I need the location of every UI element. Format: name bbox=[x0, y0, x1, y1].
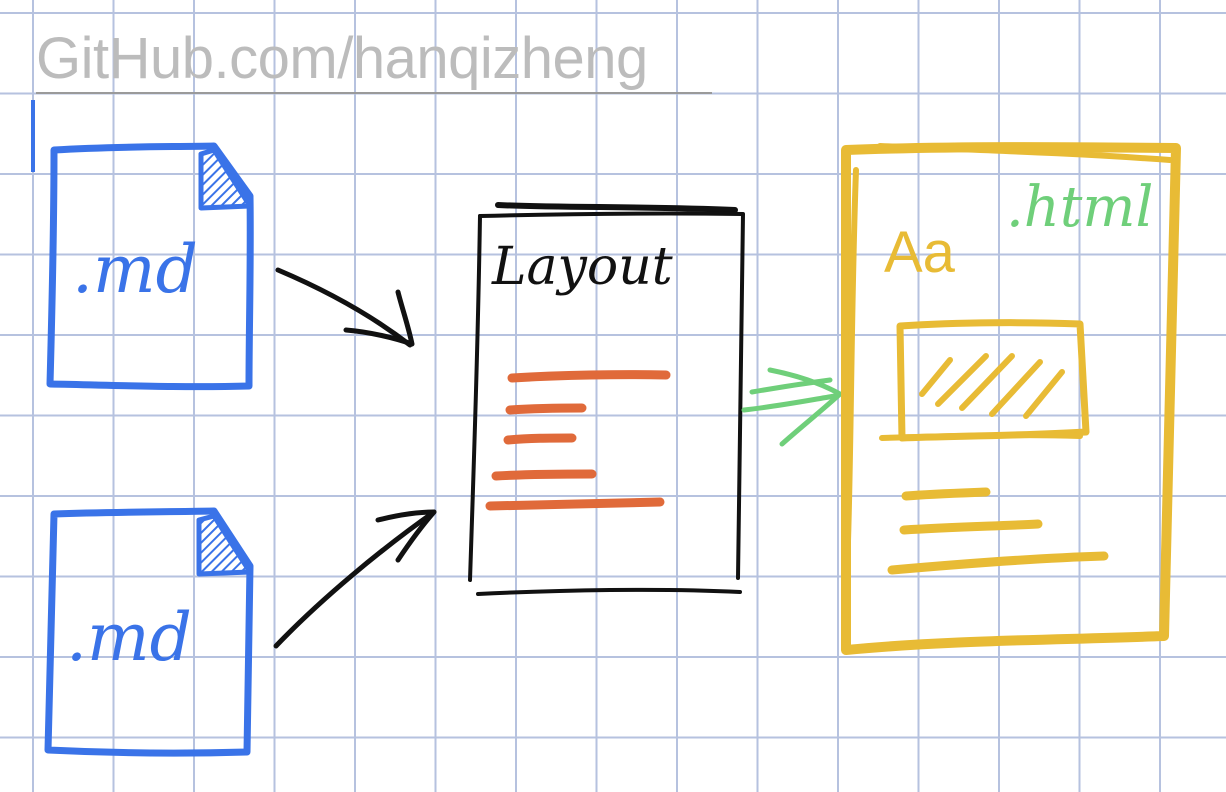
text-line bbox=[899, 519, 1043, 535]
content-line bbox=[503, 433, 577, 445]
content-lines bbox=[485, 370, 671, 511]
arrow-md1-to-layout bbox=[275, 267, 415, 348]
watermark-text: GitHub.com/hanqizheng bbox=[36, 26, 648, 91]
layout-template: Layout bbox=[468, 202, 745, 596]
file-extension-label: .md bbox=[66, 599, 192, 676]
text-cursor bbox=[31, 100, 35, 172]
folded-corner-icon bbox=[196, 513, 253, 577]
content-line bbox=[507, 370, 671, 383]
html-output: .html Aa bbox=[840, 142, 1181, 655]
folded-corner-icon bbox=[198, 147, 253, 211]
image-placeholder-icon bbox=[879, 319, 1090, 442]
markdown-file-2: .md bbox=[44, 507, 254, 757]
file-outline bbox=[44, 507, 254, 757]
content-line bbox=[491, 469, 597, 481]
content-line bbox=[505, 403, 587, 415]
file-outline bbox=[46, 142, 254, 391]
text-line bbox=[901, 487, 991, 501]
html-extension-label: .html bbox=[1006, 175, 1153, 240]
markdown-file-1: .md bbox=[46, 142, 254, 391]
arrow-head-icon bbox=[375, 509, 437, 563]
watermark-underline bbox=[36, 92, 712, 94]
layout-outline-bottom bbox=[476, 587, 742, 596]
layout-outline-left bbox=[468, 214, 482, 582]
text-lines bbox=[887, 487, 1109, 575]
layout-title: Layout bbox=[491, 237, 673, 297]
arrow-head-icon bbox=[767, 367, 843, 447]
html-outline bbox=[840, 142, 1181, 655]
text-line bbox=[887, 551, 1109, 575]
arrow-head-icon bbox=[343, 289, 415, 347]
font-sample-label: Aa bbox=[884, 220, 956, 285]
arrow-layout-to-html bbox=[741, 367, 843, 447]
layout-outline-top-right bbox=[478, 211, 745, 580]
arrow-md2-to-layout bbox=[273, 509, 437, 649]
content-line bbox=[485, 497, 665, 511]
file-extension-label: .md bbox=[72, 231, 198, 308]
